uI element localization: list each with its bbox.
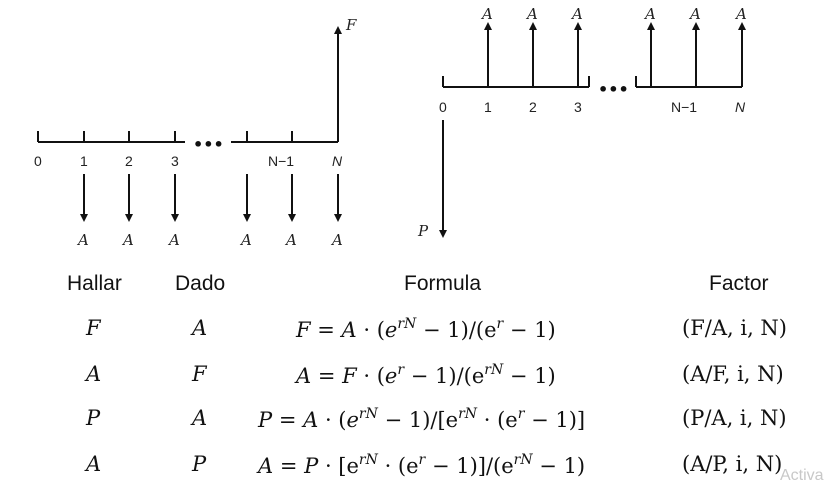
- row2-find: A: [86, 362, 102, 386]
- tick-label-left-3: 3: [171, 153, 179, 169]
- row4-formula-exp2: r: [418, 452, 426, 468]
- row3-find: P: [86, 406, 101, 430]
- row4-formula-exp3: rN: [513, 452, 533, 468]
- row2-formula-exp1: r: [397, 362, 405, 378]
- row4-factor: (A/P, i, N): [682, 452, 783, 476]
- tick-label-left-n: N: [332, 153, 343, 169]
- row3-formula-op: A: [303, 408, 319, 432]
- row3-formula-exp2: rN: [458, 406, 478, 422]
- row2-formula-tail: − 1): [509, 364, 556, 388]
- row4-formula-mid2: − 1)]/(e: [431, 454, 514, 478]
- row4-find: A: [86, 452, 102, 476]
- row1-formula-mid: − 1)/(e: [423, 318, 497, 342]
- row1-factor: (F/A, i, N): [682, 316, 787, 340]
- row2-given: F: [192, 362, 207, 386]
- row1-formula-exp1: rN: [397, 316, 417, 332]
- row1-formula-lhs: F: [296, 318, 311, 342]
- payment-label-right-1: A: [480, 5, 493, 23]
- tick-label-left-n-1: N−1: [268, 153, 294, 169]
- payment-label-left-4: A: [239, 231, 252, 249]
- row4-formula-lhs: A: [258, 454, 274, 478]
- row1-given: A: [192, 316, 208, 340]
- row3-formula-tail: − 1)]: [531, 408, 586, 432]
- row1-formula-op: A: [341, 318, 357, 342]
- row1-formula: F = A · (erN − 1)/(er − 1): [296, 316, 556, 342]
- row2-formula-mid: − 1)/(e: [410, 364, 485, 388]
- header-formula: Formula: [404, 272, 482, 295]
- row3-formula-lhs: P: [258, 408, 273, 432]
- annuity-future-diagram: ••• F 0 1 2 3 N−1 N A A A A A A: [34, 16, 357, 249]
- payment-label-left-3: A: [167, 231, 180, 249]
- tick-label-left-0: 0: [34, 153, 42, 169]
- row1-find: F: [86, 316, 101, 340]
- row1-formula-tail: − 1): [509, 318, 556, 342]
- row3-formula-exp3: r: [517, 406, 525, 422]
- tick-label-left-1: 1: [80, 153, 88, 169]
- tick-label-right-2: 2: [529, 99, 537, 115]
- tick-label-left-2: 2: [125, 153, 133, 169]
- row2-factor: (A/F, i, N): [682, 362, 784, 386]
- future-label: F: [345, 16, 357, 34]
- row2-formula-lhs: A: [296, 364, 312, 388]
- row1-formula-exp2: r: [496, 316, 504, 332]
- row2-formula-exp2: rN: [484, 362, 504, 378]
- row4-formula-op: P: [304, 454, 319, 478]
- header-dado: Dado: [175, 272, 226, 295]
- tick-label-right-n: N: [735, 99, 746, 115]
- tick-label-right-0: 0: [439, 99, 447, 115]
- payment-label-right-3: A: [570, 5, 583, 23]
- payment-label-right-2: A: [525, 5, 538, 23]
- header-hallar: Hallar: [67, 272, 122, 295]
- row3-formula-mid2: · (e: [483, 408, 518, 432]
- payment-label-right-5: A: [688, 5, 701, 23]
- payment-label-right-6: A: [734, 5, 747, 23]
- row2-formula-op: F: [342, 364, 357, 388]
- payment-arrows-left: [80, 174, 342, 222]
- annuity-present-diagram: ••• A A A A A A 0 1 2 3 N−1 N P: [417, 5, 747, 240]
- row3-formula-exp1: rN: [358, 406, 378, 422]
- payment-label-left-2: A: [121, 231, 134, 249]
- ellipsis-right: •••: [598, 80, 629, 99]
- payment-label-left-1: A: [76, 231, 89, 249]
- present-label: P: [417, 222, 429, 240]
- row4-given: P: [192, 452, 207, 476]
- payment-label-right-4: A: [643, 5, 656, 23]
- payment-label-left-5: A: [284, 231, 297, 249]
- row3-factor: (P/A, i, N): [682, 406, 787, 430]
- activation-watermark: Activa: [780, 467, 824, 484]
- row2-formula: A = F · (er − 1)/(erN − 1): [296, 362, 556, 388]
- row4-formula-tail: − 1): [539, 454, 586, 478]
- ellipsis-left: •••: [193, 135, 224, 154]
- payment-arrows-right: [484, 22, 746, 87]
- row4-formula-mid: · (e: [384, 454, 419, 478]
- row4-formula: A = P · [erN · (er − 1)]/(erN − 1): [258, 452, 586, 478]
- row4-formula-open: [e: [338, 454, 359, 478]
- payment-label-left-6: A: [330, 231, 343, 249]
- timeline-left: [37, 131, 338, 143]
- tick-label-right-3: 3: [574, 99, 582, 115]
- row4-formula-exp1: rN: [358, 452, 378, 468]
- row3-given: A: [192, 406, 208, 430]
- row3-formula: P = A · (erN − 1)/[erN · (er − 1)]: [258, 406, 586, 432]
- row3-formula-mid: − 1)/[e: [384, 408, 459, 432]
- header-factor: Factor: [709, 272, 769, 295]
- tick-label-right-1: 1: [484, 99, 492, 115]
- tick-label-right-n-1: N−1: [671, 99, 697, 115]
